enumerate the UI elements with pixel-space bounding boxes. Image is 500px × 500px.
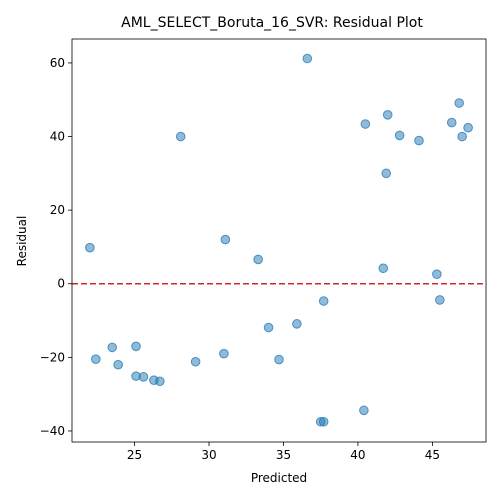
data-point [432,269,442,279]
x-axis-label: Predicted [251,471,307,485]
x-tick-label: 30 [201,448,216,462]
data-point [131,341,141,352]
y-axis: −40 −20 0 20 40 60 [40,56,72,438]
data-point [382,110,393,120]
data-point [190,356,201,367]
data-point [360,119,371,129]
data-point [302,53,313,64]
x-tick-label: 40 [350,448,365,462]
data-point [318,416,329,427]
y-tick-label: 0 [57,277,65,291]
data-point [359,405,369,416]
data-point [378,263,389,274]
data-point [394,130,405,141]
y-tick-label: −20 [40,350,65,364]
data-point [274,354,284,365]
data-point [381,168,392,179]
data-point [292,319,302,329]
x-tick-label: 35 [276,448,291,462]
x-axis: 25 30 35 40 45 [127,442,440,462]
data-point [155,376,165,387]
data-point [463,122,473,133]
data-point [414,135,424,146]
y-tick-label: 60 [50,56,65,70]
y-tick-label: −40 [40,424,65,438]
plot-frame [71,38,487,443]
data-point [253,254,263,265]
data-point [107,342,118,353]
data-point [454,98,464,108]
data-point [219,348,229,359]
y-tick-label: 20 [50,203,65,217]
y-tick-label: 40 [50,130,65,144]
data-point [91,354,101,364]
data-point [138,372,149,382]
data-point [446,117,457,128]
y-axis-label: Residual [15,216,29,267]
x-tick-label: 25 [127,448,142,462]
chart-title: AML_SELECT_Boruta_16_SVR: Residual Plot [121,15,423,31]
data-point [318,296,329,306]
plot-area [72,53,486,427]
data-point [435,295,445,305]
x-tick-label: 45 [425,448,440,462]
data-point [220,234,231,245]
data-point [457,131,467,142]
data-point [113,359,123,370]
data-point [175,131,186,142]
data-point [85,242,95,253]
data-point [263,322,274,333]
